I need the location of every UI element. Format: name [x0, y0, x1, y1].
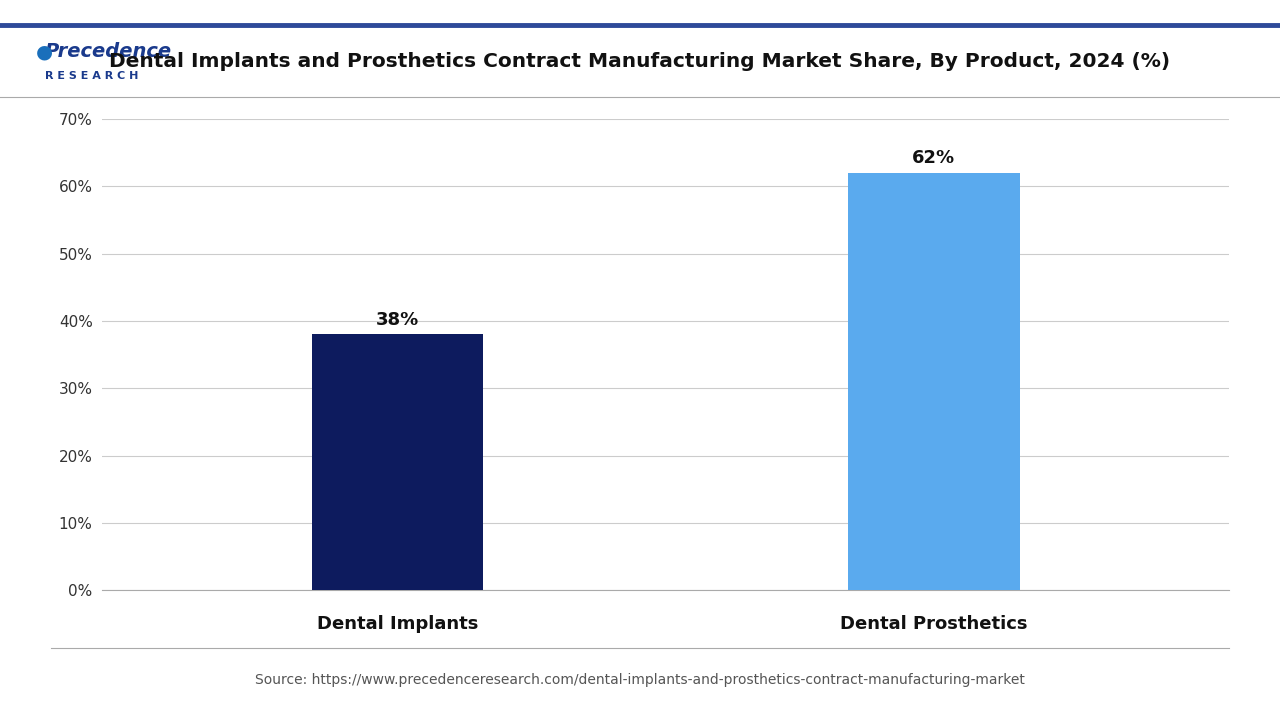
Text: ●: ●: [36, 42, 52, 61]
Bar: [311, 334, 484, 590]
Text: Precedence: Precedence: [45, 42, 172, 61]
Text: Dental Implants and Prosthetics Contract Manufacturing Market Share, By Product,: Dental Implants and Prosthetics Contract…: [109, 52, 1171, 71]
Bar: [847, 173, 1020, 590]
Text: Source: https://www.precedenceresearch.com/dental-implants-and-prosthetics-contr: Source: https://www.precedenceresearch.c…: [255, 673, 1025, 688]
Text: 62%: 62%: [913, 149, 955, 167]
Text: 38%: 38%: [376, 311, 419, 329]
Text: R E S E A R C H: R E S E A R C H: [45, 71, 138, 81]
